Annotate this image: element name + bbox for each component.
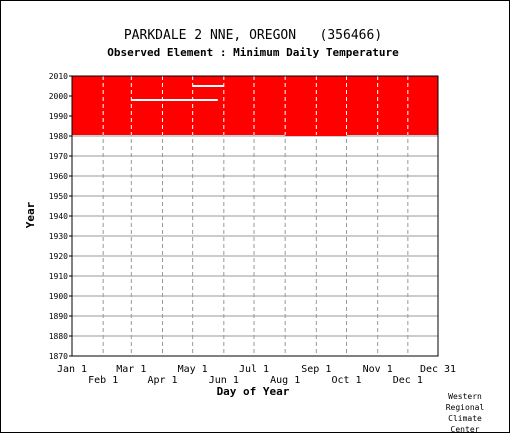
chart-subtitle: Observed Element : Minimum Daily Tempera… bbox=[107, 46, 399, 59]
y-tick-label: 1870 bbox=[49, 352, 68, 361]
x-tick-label: Oct 1 bbox=[331, 375, 361, 386]
y-tick-label: 1930 bbox=[49, 232, 68, 241]
credit-line: Regional bbox=[445, 403, 485, 412]
wrcc-credit: Western Regional Climate Center bbox=[435, 391, 495, 435]
chart-title: PARKDALE 2 NNE, OREGON (356466) bbox=[124, 28, 382, 43]
x-tick-label: Jun 1 bbox=[209, 375, 239, 386]
y-tick-label: 1900 bbox=[49, 292, 68, 301]
plot-area: 1870 1880 1890 1900 1910 1920 1930 1940 1950 1960… bbox=[49, 72, 456, 386]
credit-line: Western bbox=[448, 392, 482, 401]
observed-block bbox=[285, 135, 347, 136]
y-axis-label: Year bbox=[24, 201, 37, 228]
x-tick-label: Jan 1 bbox=[57, 364, 87, 375]
x-tick-label: Nov 1 bbox=[363, 364, 393, 375]
credit-line: Center bbox=[450, 425, 480, 434]
y-tick-label: 1920 bbox=[49, 252, 68, 261]
x-tick-label: Dec 31 bbox=[420, 364, 456, 375]
y-tick-label: 1890 bbox=[49, 312, 68, 321]
x-tick-label: Mar 1 bbox=[116, 364, 146, 375]
x-tick-label: Aug 1 bbox=[270, 375, 300, 386]
y-tick-label: 1990 bbox=[49, 112, 68, 121]
y-tick-label: 2000 bbox=[49, 92, 68, 101]
y-tick-label: 1960 bbox=[49, 172, 68, 181]
x-axis-label: Day of Year bbox=[217, 385, 290, 398]
x-tick-label: Sep 1 bbox=[301, 364, 331, 375]
credit-line: Climate bbox=[448, 414, 482, 423]
y-tick-label: 1940 bbox=[49, 212, 68, 221]
x-tick-label: Apr 1 bbox=[147, 375, 177, 386]
y-tick-label: 1980 bbox=[49, 132, 68, 141]
y-tick-label: 2010 bbox=[49, 72, 68, 81]
x-tick-label: Jul 1 bbox=[239, 364, 269, 375]
y-tick-label: 1880 bbox=[49, 332, 68, 341]
x-tick-label: Feb 1 bbox=[88, 375, 118, 386]
x-tick-label: Dec 1 bbox=[393, 375, 423, 386]
y-tick-label: 1970 bbox=[49, 152, 68, 161]
y-tick-label: 1950 bbox=[49, 192, 68, 201]
y-tick-label: 1910 bbox=[49, 272, 68, 281]
x-tick-label: May 1 bbox=[178, 364, 208, 375]
observed-block bbox=[72, 76, 438, 135]
